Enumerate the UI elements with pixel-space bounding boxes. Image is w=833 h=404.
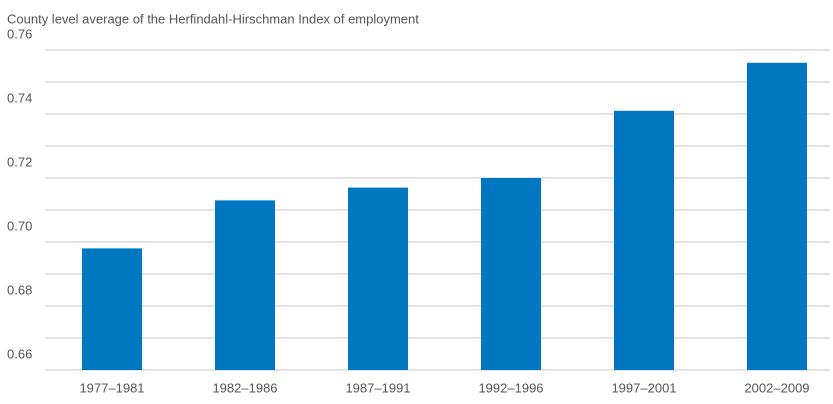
x-tick-label: 2002–2009 [744,380,809,395]
y-tick-label: 0.70 [7,218,32,233]
y-tick-label: 0.74 [7,90,32,105]
y-tick-label: 0.76 [7,26,32,41]
x-tick-label: 1987–1991 [345,380,410,395]
x-tick-label: 1977–1981 [79,380,144,395]
y-tick-label: 0.68 [7,282,32,297]
x-tick-label: 1992–1996 [478,380,543,395]
x-tick-label: 1982–1986 [212,380,277,395]
bar [82,248,142,370]
y-tick-label: 0.72 [7,154,32,169]
bar [747,62,807,371]
bar [481,178,541,370]
bar [614,110,674,371]
x-tick-label: 1997–2001 [611,380,676,395]
y-tick-label: 0.66 [7,346,32,361]
chart-title: County level average of the Herfindahl-H… [7,11,419,26]
bar [348,187,408,370]
bar [215,200,275,370]
